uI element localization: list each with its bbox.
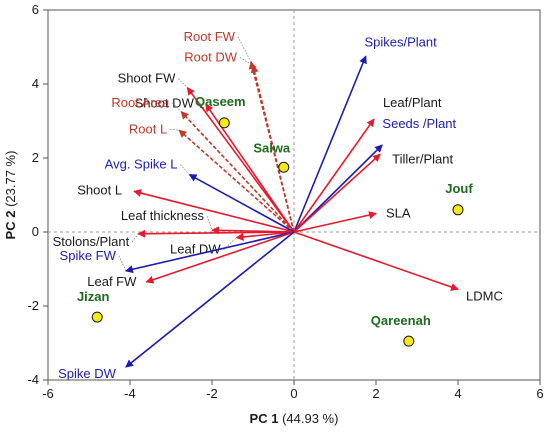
x-axis-label: PC 1 (44.93 %) bbox=[250, 411, 339, 426]
site-point-salwa bbox=[278, 161, 290, 173]
y-axis-ticks: -4 -2 0 2 4 6 bbox=[27, 2, 48, 387]
vector-root-dw bbox=[250, 64, 295, 233]
x-tick-label: -4 bbox=[124, 386, 136, 401]
leader-shoot-fw bbox=[178, 78, 188, 88]
vector-label-shoot-fw: Shoot FW bbox=[118, 71, 177, 86]
vector-root-area bbox=[180, 111, 295, 233]
vector-label-leaf-plant: Leaf/Plant bbox=[383, 95, 442, 110]
vector-root-l bbox=[178, 129, 295, 233]
vector-leaf-plant bbox=[293, 118, 375, 233]
vector-label-tiller-plant: Tiller/Plant bbox=[392, 151, 453, 166]
vector-label-spike-dw: Spike DW bbox=[58, 366, 117, 381]
site-point-jizan bbox=[91, 311, 103, 323]
leader-leaf-thickness bbox=[206, 216, 213, 231]
y-axis-label-rest: (23.77 %) bbox=[3, 151, 18, 211]
x-tick-label: 0 bbox=[290, 386, 297, 401]
vector-label-spikes-plant: Spikes/Plant bbox=[364, 34, 437, 49]
x-tick-label: 4 bbox=[454, 386, 461, 401]
y-tick-label: -2 bbox=[27, 298, 39, 313]
leader-root-fw bbox=[237, 36, 252, 62]
vector-label-avg-spike-l: Avg. Spike L bbox=[105, 157, 178, 172]
vector-seeds-plant bbox=[293, 144, 383, 233]
vector-leaf-dw bbox=[235, 231, 295, 241]
vector-label-root-l: Root L bbox=[129, 121, 167, 136]
vector-avg-spike-l bbox=[188, 173, 295, 233]
vector-label-seeds-plant: Seeds /Plant bbox=[382, 116, 456, 131]
leader-stolons-plant bbox=[131, 233, 139, 243]
vector-label-sla: SLA bbox=[386, 206, 411, 221]
site-label-qaseem: Qaseem bbox=[195, 94, 246, 109]
site-points: Qaseem Salwa Jouf Jizan Qareenah bbox=[77, 94, 473, 347]
x-tick-label: -6 bbox=[42, 386, 54, 401]
y-axis-label: PC 2 (23.77 %) bbox=[3, 151, 18, 240]
vector-tiller-plant bbox=[293, 153, 381, 233]
leader-spike-fw bbox=[118, 255, 127, 272]
vector-label-shoot-l: Shoot L bbox=[77, 182, 122, 197]
vector-stolons-plant bbox=[137, 229, 295, 238]
x-axis-ticks: -6 -4 -2 0 2 4 6 bbox=[42, 380, 544, 401]
vector-spike-fw bbox=[124, 231, 295, 274]
vector-label-leaf-fw: Leaf FW bbox=[87, 274, 137, 289]
vector-spike-dw bbox=[125, 231, 295, 368]
vector-label-leaf-dw: Leaf DW bbox=[170, 242, 221, 257]
x-tick-label: 6 bbox=[536, 386, 543, 401]
leader-root-dw bbox=[239, 57, 254, 66]
vector-label-stolons-plant: Stolons/Plant bbox=[53, 234, 130, 249]
vector-label-root-fw: Root FW bbox=[184, 29, 236, 44]
x-tick-label: -2 bbox=[206, 386, 218, 401]
leader-root-l bbox=[170, 128, 180, 131]
y-tick-label: 6 bbox=[32, 2, 39, 17]
vector-label-shoot-dw: Shoot DW bbox=[135, 95, 195, 110]
site-label-salwa: Salwa bbox=[253, 140, 291, 155]
vector-shoot-fw bbox=[186, 86, 295, 233]
site-point-qaseem bbox=[218, 117, 230, 129]
vector-sla bbox=[293, 211, 377, 233]
y-tick-label: 0 bbox=[32, 224, 39, 239]
leader-root-area bbox=[171, 102, 182, 113]
x-axis-label-bold: PC 1 bbox=[250, 411, 279, 426]
site-point-qareenah bbox=[403, 335, 415, 347]
site-label-jizan: Jizan bbox=[77, 289, 110, 304]
y-tick-label: -4 bbox=[27, 372, 39, 387]
y-axis-label-bold: PC 2 bbox=[3, 211, 18, 240]
vector-shoot-l bbox=[133, 189, 295, 233]
vector-ldmc bbox=[293, 231, 459, 291]
x-axis-label-rest: (44.93 %) bbox=[278, 411, 338, 426]
site-label-qareenah: Qareenah bbox=[371, 313, 431, 328]
vector-label-root-area: Root Area bbox=[111, 95, 170, 110]
y-tick-label: 2 bbox=[32, 150, 39, 165]
vector-spikes-plant bbox=[293, 55, 367, 233]
vector-label-spike-fw: Spike FW bbox=[60, 248, 117, 263]
vector-label-ldmc: LDMC bbox=[466, 288, 503, 303]
vector-label-root-dw: Root DW bbox=[184, 50, 237, 65]
x-tick-label: 2 bbox=[372, 386, 379, 401]
y-tick-label: 4 bbox=[32, 76, 39, 91]
vector-label-leaf-thickness: Leaf thickness bbox=[121, 208, 205, 223]
site-label-jouf: Jouf bbox=[445, 181, 473, 196]
vector-leaf-fw bbox=[145, 231, 295, 284]
leader-avg-spike-l bbox=[180, 164, 190, 175]
loading-vectors: Spikes/Plant Leaf/Plant Seeds /Plant Tiller… bbox=[53, 29, 503, 381]
site-point-jouf bbox=[452, 204, 464, 216]
